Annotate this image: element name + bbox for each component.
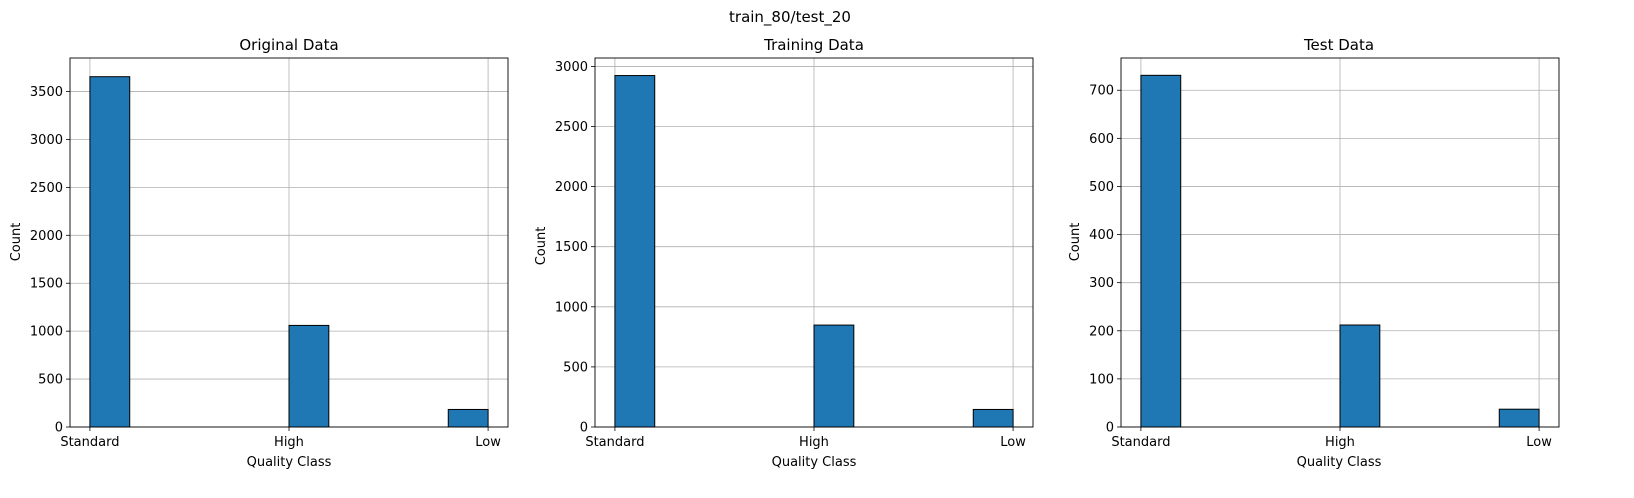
y-tick-label: 2000: [30, 229, 63, 244]
y-tick-label: 3500: [30, 85, 63, 100]
axes-frame: [69, 57, 509, 428]
bar-high: [1339, 324, 1381, 428]
y-tick-label: 2500: [30, 181, 63, 196]
y-axis-label: Count: [9, 223, 24, 262]
subplot-title: Test Data: [1303, 36, 1374, 54]
bar-standard: [89, 76, 131, 428]
y-tick-label: 100: [1089, 372, 1114, 387]
x-axis-label: Quality Class: [1297, 455, 1382, 470]
plot-area: 0 100 200 300 400 500 600 700 Standard High Low: [1089, 57, 1560, 450]
subplot-title: Original Data: [239, 36, 338, 54]
y-axis-label: Count: [1068, 223, 1083, 262]
plot-area: 0 500 1000 1500 2000 2500 3000 Standard High Low: [555, 57, 1034, 450]
subplot-title: Training Data: [763, 36, 864, 54]
bar-high: [813, 324, 855, 428]
axes-frame: [1120, 57, 1560, 428]
y-tick-label: 1500: [30, 277, 63, 292]
figure-suptitle: train_80/test_20: [729, 8, 851, 27]
x-tick-label: High: [799, 435, 829, 450]
x-tick-label: Low: [1526, 435, 1552, 450]
y-tick-label: 500: [1089, 180, 1114, 195]
x-axis-label: Quality Class: [247, 455, 332, 470]
x-tick-label: Standard: [1111, 435, 1170, 450]
y-tick-label: 200: [1089, 324, 1114, 339]
x-tick-label: Low: [1000, 435, 1026, 450]
y-tick-label: 600: [1089, 132, 1114, 147]
y-tick-label: 0: [1106, 421, 1114, 436]
bar-standard: [614, 75, 656, 428]
y-axis-label: Count: [534, 227, 549, 266]
y-tick-label: 300: [1089, 276, 1114, 291]
x-tick-label: Low: [475, 435, 501, 450]
y-tick-label: 1500: [555, 240, 588, 255]
plot-area: 0 500 1000 1500 2000 2500 3000 3500 Standard High…: [30, 57, 509, 450]
y-tick-label: 500: [38, 373, 63, 388]
x-tick-label: High: [274, 435, 304, 450]
x-tick-label: High: [1325, 435, 1355, 450]
y-tick-label: 3000: [30, 133, 63, 148]
axes-frame: [594, 57, 1034, 428]
y-tick-label: 0: [55, 421, 63, 436]
y-tick-label: 2500: [555, 120, 588, 135]
y-tick-label: 700: [1089, 84, 1114, 99]
y-tick-label: 400: [1089, 228, 1114, 243]
x-axis-label: Quality Class: [772, 455, 857, 470]
x-tick-label: Standard: [585, 435, 644, 450]
y-tick-label: 500: [563, 360, 588, 375]
subplot-training: Training Data Quality Class Count 0 500 10…: [534, 36, 1034, 470]
bar-low: [972, 408, 1014, 428]
y-tick-label: 1000: [555, 300, 588, 315]
x-tick-label: Standard: [60, 435, 119, 450]
subplot-original: Original Data Quality Class Count 0 500 10…: [9, 36, 509, 470]
bar-standard: [1140, 74, 1182, 428]
bar-low: [447, 408, 489, 428]
y-tick-label: 0: [580, 421, 588, 436]
bar-high: [288, 324, 330, 428]
subplot-test: Test Data Quality Class Count 0 100 200 300…: [1068, 36, 1560, 470]
y-tick-label: 1000: [30, 325, 63, 340]
y-tick-label: 3000: [555, 60, 588, 75]
y-tick-label: 2000: [555, 180, 588, 195]
bar-low: [1498, 408, 1540, 428]
